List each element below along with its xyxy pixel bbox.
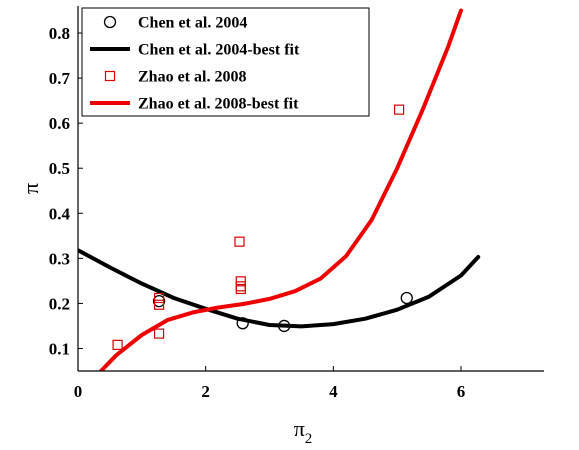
y-tick-label: 0.4 bbox=[49, 204, 71, 223]
series-layer bbox=[78, 8, 481, 371]
y-tick-label: 0.1 bbox=[49, 339, 70, 358]
legend-box bbox=[81, 7, 370, 117]
y-tick-label: 0.6 bbox=[49, 114, 70, 133]
legend-square-swatch bbox=[104, 70, 116, 82]
x-tick-label: 0 bbox=[74, 382, 83, 401]
x-ticks: 0 2 4 6 bbox=[74, 366, 466, 401]
data-point bbox=[400, 291, 413, 305]
x-tick-label: 4 bbox=[329, 382, 338, 401]
series-line bbox=[99, 8, 463, 371]
x-tick-label: 6 bbox=[457, 382, 466, 401]
y-tick-label: 0.3 bbox=[49, 249, 70, 268]
y-tick-label: 0.7 bbox=[49, 69, 71, 88]
data-point bbox=[234, 236, 245, 247]
legend-label: Chen et al. 2004-best fit bbox=[138, 42, 300, 59]
legend-circle-swatch bbox=[103, 15, 117, 29]
data-point bbox=[235, 283, 246, 295]
data-point bbox=[152, 295, 166, 308]
legend-items: Chen et al. 2004 Chen et al. 2004-best fi… bbox=[90, 15, 300, 113]
legend: Chen et al. 2004 Chen et al. 2004-best fi… bbox=[81, 7, 370, 117]
data-point bbox=[153, 328, 165, 339]
data-point bbox=[112, 339, 123, 350]
x-tick-label: 2 bbox=[201, 382, 210, 401]
y-axis-label: π bbox=[18, 183, 43, 194]
data-point bbox=[393, 104, 405, 115]
data-point bbox=[153, 292, 165, 304]
legend-label: Zhao et al. 2008 bbox=[138, 69, 246, 86]
data-point bbox=[236, 317, 249, 330]
data-point bbox=[153, 299, 165, 310]
x-axis-label: π2 bbox=[294, 416, 313, 447]
y-tick-label: 0.2 bbox=[49, 294, 70, 313]
y-ticks: 0.1 0.2 0.3 0.4 0.5 0.6 0.7 0.8 bbox=[49, 24, 83, 358]
y-tick-label: 0.8 bbox=[49, 24, 70, 43]
series-line bbox=[78, 248, 481, 329]
data-point bbox=[278, 319, 291, 333]
legend-label: Zhao et al. 2008-best fit bbox=[138, 96, 299, 113]
legend-label: Chen et al. 2004 bbox=[138, 15, 247, 32]
y-tick-label: 0.5 bbox=[49, 159, 70, 178]
